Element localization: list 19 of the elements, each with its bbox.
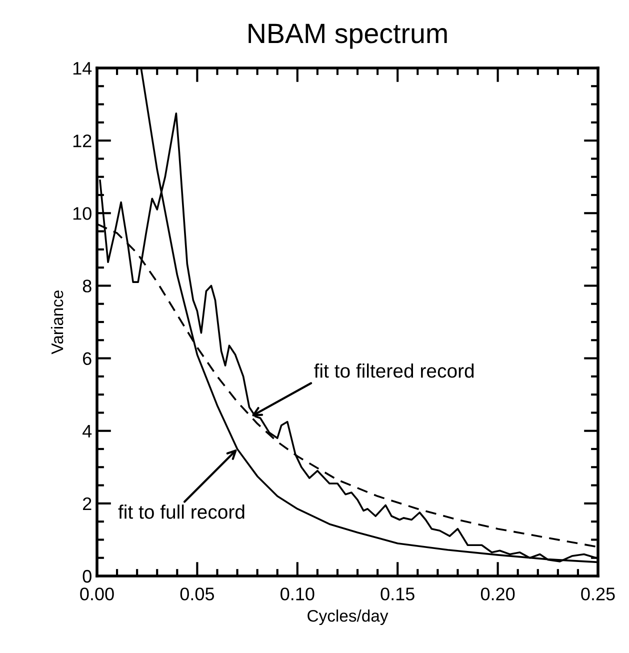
x-tick-label: 0.10 [280, 588, 314, 600]
y-tick-label: 0 [82, 570, 92, 583]
y-axis-title: Variance [50, 290, 64, 354]
x-tick-label: 0.00 [80, 588, 114, 600]
x-axis-title: Cycles/day [308, 610, 388, 626]
y-tick-label: 12 [73, 134, 92, 148]
x-tick-label: 0.20 [480, 588, 515, 600]
y-tick-label: 10 [73, 207, 92, 220]
x-tick-label: 0.25 [581, 588, 615, 600]
y-tick-label: 14 [73, 62, 92, 75]
x-tick-label: 0.05 [180, 588, 214, 600]
chart-title: NBAM spectrum [248, 24, 447, 49]
annotation: fit to filtered record [314, 363, 474, 378]
y-tick-label: 2 [83, 497, 92, 510]
y-tick-label: 6 [83, 352, 92, 366]
y-tick-label: 4 [82, 424, 92, 438]
annotation: fit to full record [118, 504, 244, 519]
y-tick-label: 8 [82, 280, 92, 292]
x-tick-label: 0.15 [380, 588, 414, 600]
